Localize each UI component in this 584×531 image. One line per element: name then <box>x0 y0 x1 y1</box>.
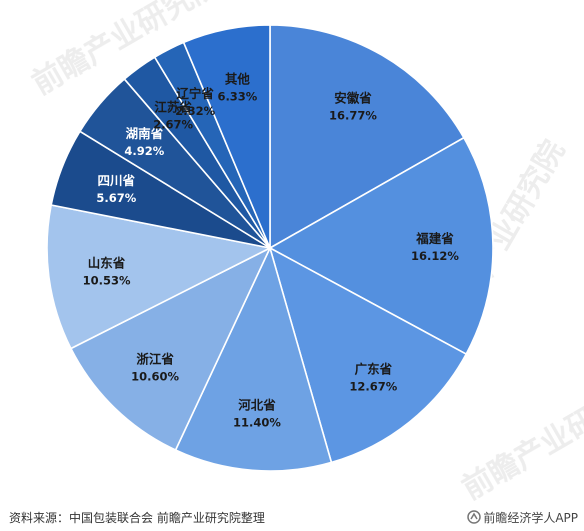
slice-value-label: 2.32% <box>175 104 215 118</box>
source-note: 资料来源：中国包装联合会 前瞻产业研究院整理 <box>9 511 265 525</box>
pie-labels: 安徽省 16.77% 福建省 16.12% 广东省 12.67% 河北省 11.40% 浙江省 1… <box>83 71 460 429</box>
slice-category-label: 湖南省 <box>126 126 164 141</box>
slice-category-label: 辽宁省 <box>176 86 214 101</box>
watermark-text: 前瞻产业研究院 <box>457 372 584 505</box>
slice-value-label: 16.12% <box>411 249 459 263</box>
pie-slice <box>182 24 271 249</box>
pie-slice <box>46 204 273 350</box>
brand-credit: 前瞻经济学人APP <box>467 509 578 526</box>
slice-category-label: 广东省 <box>355 362 393 377</box>
slice-category-label: 江苏省 <box>154 99 192 114</box>
slice-value-label: 16.77% <box>329 108 377 122</box>
pie-slice <box>268 136 494 356</box>
slice-category-label: 四川省 <box>98 173 136 188</box>
slice-value-label: 5.67% <box>96 191 136 205</box>
slice-category-label: 浙江省 <box>136 351 174 366</box>
footer: 资料来源：中国包装联合会 前瞻产业研究院整理 前瞻经济学人APP <box>0 509 584 529</box>
slice-value-label: 10.53% <box>83 273 131 287</box>
slice-value-label: 12.67% <box>349 380 397 394</box>
slice-category-label: 其他 <box>225 71 251 86</box>
slice-category-label: 山东省 <box>88 255 126 270</box>
pie-slice <box>268 246 468 464</box>
slice-value-label: 6.33% <box>217 89 257 103</box>
slice-category-label: 福建省 <box>415 231 454 246</box>
pie-slice <box>69 246 272 452</box>
pie-slice <box>269 24 465 250</box>
slice-value-label: 11.40% <box>233 415 281 429</box>
slice-value-label: 2.67% <box>153 117 193 131</box>
pie-slices <box>46 24 494 472</box>
brand-logo-icon <box>467 510 482 524</box>
slice-category-label: 河北省 <box>238 397 276 412</box>
brand-name: 前瞻经济学人APP <box>483 511 578 525</box>
pie-slice <box>174 245 333 472</box>
pie-chart: 前瞻产业研究院 前瞻产业研究院 前瞻产业研究院 前瞻产业研究院 安徽省16.77… <box>27 0 584 505</box>
slice-value-label: 10.60% <box>131 369 179 383</box>
slice-value-label: 4.92% <box>124 144 164 158</box>
slice-category-label: 安徽省 <box>334 90 372 105</box>
